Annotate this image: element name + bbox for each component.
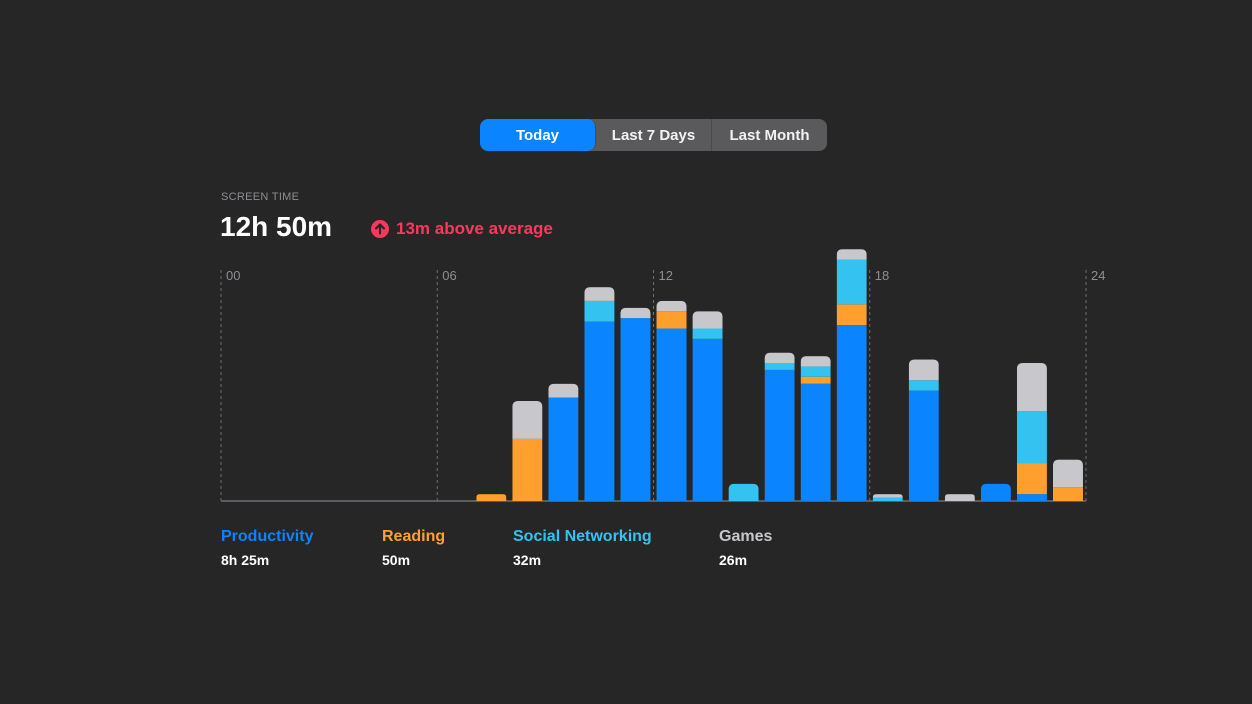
bar-hour-14 — [728, 483, 759, 501]
bar-hour-20 — [944, 494, 975, 501]
bar-segment-social-networking-hour-10 — [584, 300, 615, 322]
arrow-up-circle-icon — [371, 220, 389, 238]
bar-segment-games-hour-10 — [584, 287, 615, 301]
bar-hour-9 — [548, 383, 579, 501]
bar-hour-18 — [872, 494, 903, 501]
x-tick-label-18: 18 — [875, 268, 889, 283]
bar-hour-12 — [656, 300, 687, 501]
bar-segment-reading-hour-12 — [656, 311, 687, 329]
bar-segment-productivity-hour-16 — [800, 383, 831, 501]
legend-games: Games 26m — [719, 528, 772, 568]
bar-segment-social-networking-hour-16 — [800, 366, 831, 377]
bar-segment-productivity-hour-11 — [620, 318, 651, 501]
bar-segment-social-networking-hour-22 — [1016, 411, 1047, 464]
bar-segment-reading-hour-16 — [800, 376, 831, 384]
bar-segment-reading-hour-17 — [836, 304, 867, 326]
legend-productivity-label: Productivity — [221, 528, 314, 545]
bar-segment-reading-hour-8 — [512, 438, 543, 501]
screen-time-total: 12h 50m — [220, 211, 333, 242]
legend-games-value: 26m — [719, 552, 748, 568]
bar-segment-games-hour-18 — [872, 494, 903, 498]
bar-segment-reading-hour-7 — [476, 494, 507, 501]
bar-hour-23 — [1052, 459, 1083, 501]
bar-segment-productivity-hour-15 — [764, 369, 795, 501]
legend-games-label: Games — [719, 528, 773, 545]
bar-segment-games-hour-15 — [764, 352, 795, 363]
x-tick-label-06: 06 — [442, 268, 456, 283]
bar-segment-social-networking-hour-17 — [836, 259, 867, 305]
bar-segment-social-networking-hour-14 — [728, 483, 759, 501]
bar-hour-19 — [908, 359, 939, 501]
bar-segment-productivity-hour-12 — [656, 328, 687, 501]
above-average-indicator: 13m above average — [371, 219, 553, 239]
bar-segment-productivity-hour-19 — [908, 390, 939, 501]
bar-hour-7 — [476, 494, 507, 501]
bar-segment-social-networking-hour-18 — [872, 497, 903, 501]
time-range-segmented-control[interactable]: Today Last 7 Days Last Month — [480, 119, 827, 151]
bar-hour-13 — [692, 311, 723, 501]
bar-segment-games-hour-12 — [656, 300, 687, 312]
bar-hour-17 — [836, 249, 867, 501]
bar-segment-games-hour-22 — [1016, 363, 1047, 412]
bar-segment-productivity-hour-10 — [584, 321, 615, 501]
screen-time-caption: SCREEN TIME — [221, 191, 300, 203]
bar-segment-games-hour-23 — [1052, 459, 1083, 488]
tab-today[interactable]: Today — [480, 119, 596, 151]
above-average-text: 13m above average — [396, 219, 553, 238]
legend-productivity: Productivity 8h 25m — [221, 528, 313, 568]
legend-reading-label: Reading — [382, 528, 446, 545]
bar-segment-games-hour-13 — [692, 311, 723, 329]
bar-hour-22 — [1016, 363, 1047, 501]
x-tick-label-12: 12 — [659, 268, 673, 283]
tab-last-7-days[interactable]: Last 7 Days — [596, 119, 712, 151]
x-tick-label-24: 24 — [1091, 268, 1105, 283]
legend-social-networking-value: 32m — [513, 552, 542, 568]
bar-segment-social-networking-hour-13 — [692, 328, 723, 339]
bar-segment-productivity-hour-9 — [548, 397, 579, 501]
bar-segment-reading-hour-23 — [1052, 487, 1083, 501]
legend-social-networking-label: Social Networking — [513, 528, 652, 545]
bar-hour-10 — [584, 287, 615, 501]
bar-segment-productivity-hour-22 — [1016, 494, 1047, 501]
bar-hour-16 — [800, 356, 831, 501]
bar-segment-games-hour-16 — [800, 356, 831, 367]
bar-segment-productivity-hour-13 — [692, 338, 723, 501]
legend-social-networking: Social Networking 32m — [513, 528, 652, 568]
bar-segment-productivity-hour-17 — [836, 325, 867, 501]
bar-segment-games-hour-11 — [620, 307, 651, 319]
bar-segment-games-hour-17 — [836, 249, 867, 260]
bar-hour-8 — [512, 400, 543, 501]
bar-segment-games-hour-19 — [908, 359, 939, 381]
bar-segment-games-hour-8 — [512, 400, 543, 439]
x-tick-label-00: 00 — [226, 268, 240, 283]
bar-segment-productivity-hour-21 — [980, 483, 1011, 501]
legend-productivity-value: 8h 25m — [221, 552, 270, 568]
bar-segment-games-hour-9 — [548, 383, 579, 398]
bar-segment-social-networking-hour-15 — [764, 363, 795, 370]
bar-segment-reading-hour-22 — [1016, 463, 1047, 495]
tab-last-month[interactable]: Last Month — [729, 126, 810, 144]
legend-reading-value: 50m — [382, 552, 411, 568]
bar-hour-11 — [620, 307, 651, 501]
bar-hour-21 — [980, 483, 1011, 501]
bar-segment-games-hour-20 — [944, 494, 975, 501]
bar-segment-social-networking-hour-19 — [908, 380, 939, 391]
bar-hour-15 — [764, 352, 795, 501]
legend-reading: Reading 50m — [382, 528, 445, 568]
